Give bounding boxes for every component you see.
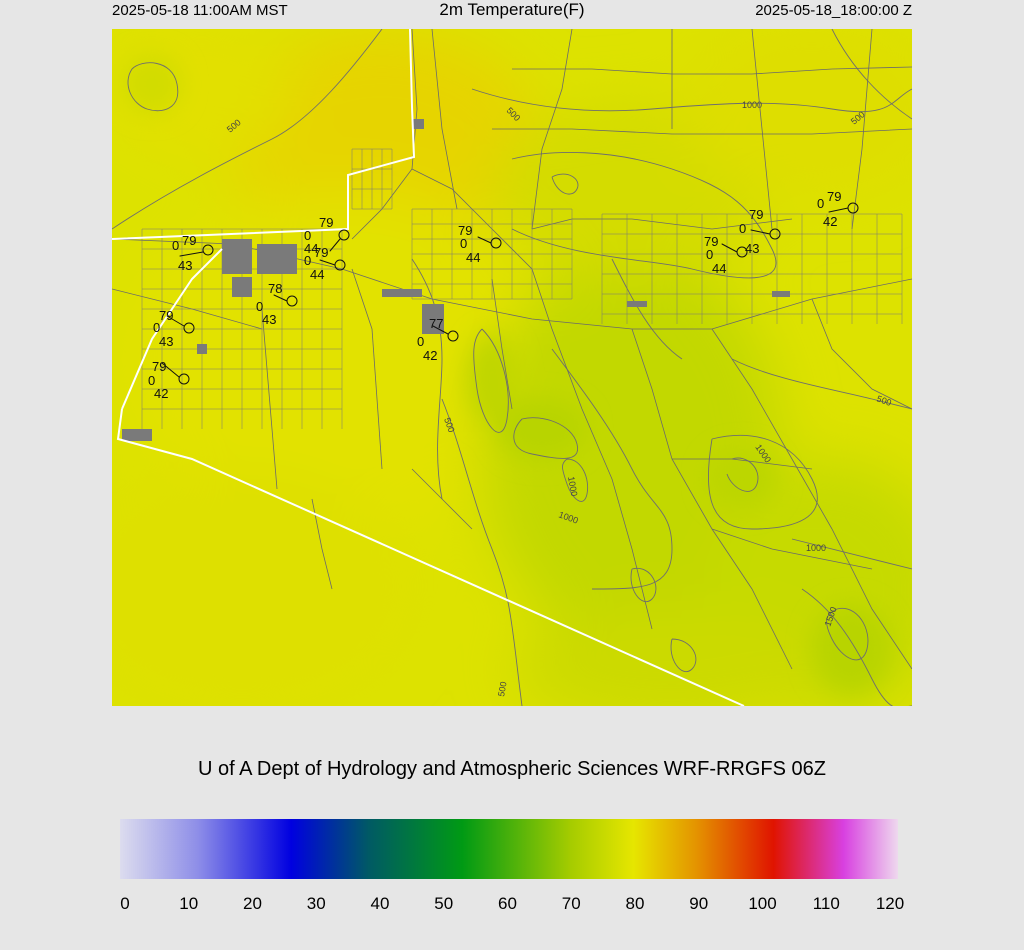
colorbar-tick-label: 80 bbox=[625, 894, 645, 913]
station-plot: 79 0 44 bbox=[704, 234, 748, 276]
station-pressure: 0 bbox=[304, 228, 311, 243]
station-plot: 78 0 43 bbox=[256, 281, 298, 327]
temperature-colorbar bbox=[120, 819, 898, 879]
station-pressure: 0 bbox=[172, 238, 179, 253]
colorbar-tick-label: 70 bbox=[561, 894, 581, 913]
station-dewpoint: 42 bbox=[154, 386, 168, 401]
station-plot: 79 0 42 bbox=[148, 359, 190, 401]
station-pressure: 0 bbox=[256, 299, 263, 314]
station-plot: 79 0 42 bbox=[817, 189, 859, 229]
political-boundaries bbox=[112, 29, 745, 706]
colorbar-tick-label: 10 bbox=[179, 894, 199, 913]
station-temperature: 78 bbox=[268, 281, 282, 296]
local-time-label: 2025-05-18 11:00AM MST bbox=[112, 2, 288, 19]
station-dewpoint: 44 bbox=[304, 241, 318, 256]
contour-label: 1000 bbox=[566, 476, 579, 497]
station-dewpoint: 42 bbox=[823, 214, 837, 229]
station-plot: 79 0 43 bbox=[739, 207, 781, 256]
colorbar-tick-label: 20 bbox=[243, 894, 262, 913]
station-temperature: 79 bbox=[458, 223, 472, 238]
station-dewpoint: 43 bbox=[178, 258, 192, 273]
colorbar-tick-label: 60 bbox=[498, 894, 517, 913]
station-temperature: 79 bbox=[152, 359, 166, 374]
station-plot: 79 0 44 bbox=[304, 215, 350, 256]
temperature-map: 500 500 1000 500 500 500 1000 1000 1000 … bbox=[112, 29, 912, 706]
station-dewpoint: 44 bbox=[712, 261, 726, 276]
colorbar-tick-label: 90 bbox=[689, 894, 709, 913]
contour-label: 500 bbox=[496, 681, 508, 698]
contour-label: 500 bbox=[442, 416, 457, 434]
colorbar-tick-label: 0 bbox=[120, 894, 130, 913]
station-dewpoint: 43 bbox=[159, 334, 173, 349]
colorbar-tick-label: 110 bbox=[812, 894, 840, 913]
station-dewpoint: 43 bbox=[745, 241, 759, 256]
station-plots: 79 0 43 79 0 44 79 0 44 78 bbox=[148, 189, 859, 401]
station-pressure: 0 bbox=[304, 253, 311, 268]
colorbar-tick-label: 30 bbox=[306, 894, 326, 913]
contour-label: 1000 bbox=[742, 100, 762, 110]
station-dewpoint: 44 bbox=[466, 250, 480, 265]
station-temperature: 79 bbox=[827, 189, 841, 204]
station-temperature: 79 bbox=[182, 233, 196, 248]
valid-time-label: 2025-05-18_18:00:00 Z bbox=[755, 2, 912, 19]
colorbar-tick-label: 50 bbox=[434, 894, 454, 913]
colorbar-ticks: 0 10 20 30 40 50 60 70 80 90 100 110 120 bbox=[0, 894, 1024, 918]
station-temperature: 77 bbox=[429, 316, 443, 331]
station-pressure: 0 bbox=[148, 373, 155, 388]
city-patches bbox=[122, 119, 790, 441]
colorbar-tick-label: 40 bbox=[370, 894, 390, 913]
station-dewpoint: 43 bbox=[262, 312, 276, 327]
station-pressure: 0 bbox=[417, 334, 424, 349]
station-temperature: 79 bbox=[314, 245, 328, 260]
station-pressure: 0 bbox=[460, 236, 467, 251]
station-temperature: 79 bbox=[159, 308, 173, 323]
station-temperature: 79 bbox=[704, 234, 718, 249]
station-plot: 79 0 43 bbox=[172, 233, 214, 273]
colorbar-tick-label: 120 bbox=[875, 894, 905, 913]
station-plot: 79 0 44 bbox=[304, 245, 346, 282]
elevation-contours bbox=[112, 29, 912, 706]
contour-label: 1000 bbox=[806, 543, 826, 553]
station-plot: 79 0 44 bbox=[458, 223, 502, 265]
station-dewpoint: 44 bbox=[310, 267, 324, 282]
station-pressure: 0 bbox=[739, 221, 746, 236]
station-pressure: 0 bbox=[153, 320, 160, 335]
station-temperature: 79 bbox=[319, 215, 333, 230]
map-title: 2m Temperature(F) bbox=[439, 0, 585, 19]
model-credit: U of A Dept of Hydrology and Atmospheric… bbox=[197, 758, 827, 780]
station-pressure: 0 bbox=[706, 247, 713, 262]
station-plot: 79 0 43 bbox=[153, 308, 195, 349]
colorbar-tick-label: 100 bbox=[748, 894, 777, 913]
colorbar-gradient bbox=[120, 819, 898, 879]
station-pressure: 0 bbox=[817, 196, 824, 211]
station-dewpoint: 42 bbox=[423, 348, 437, 363]
station-plot: 77 0 42 bbox=[417, 316, 459, 363]
station-temperature: 79 bbox=[749, 207, 763, 222]
